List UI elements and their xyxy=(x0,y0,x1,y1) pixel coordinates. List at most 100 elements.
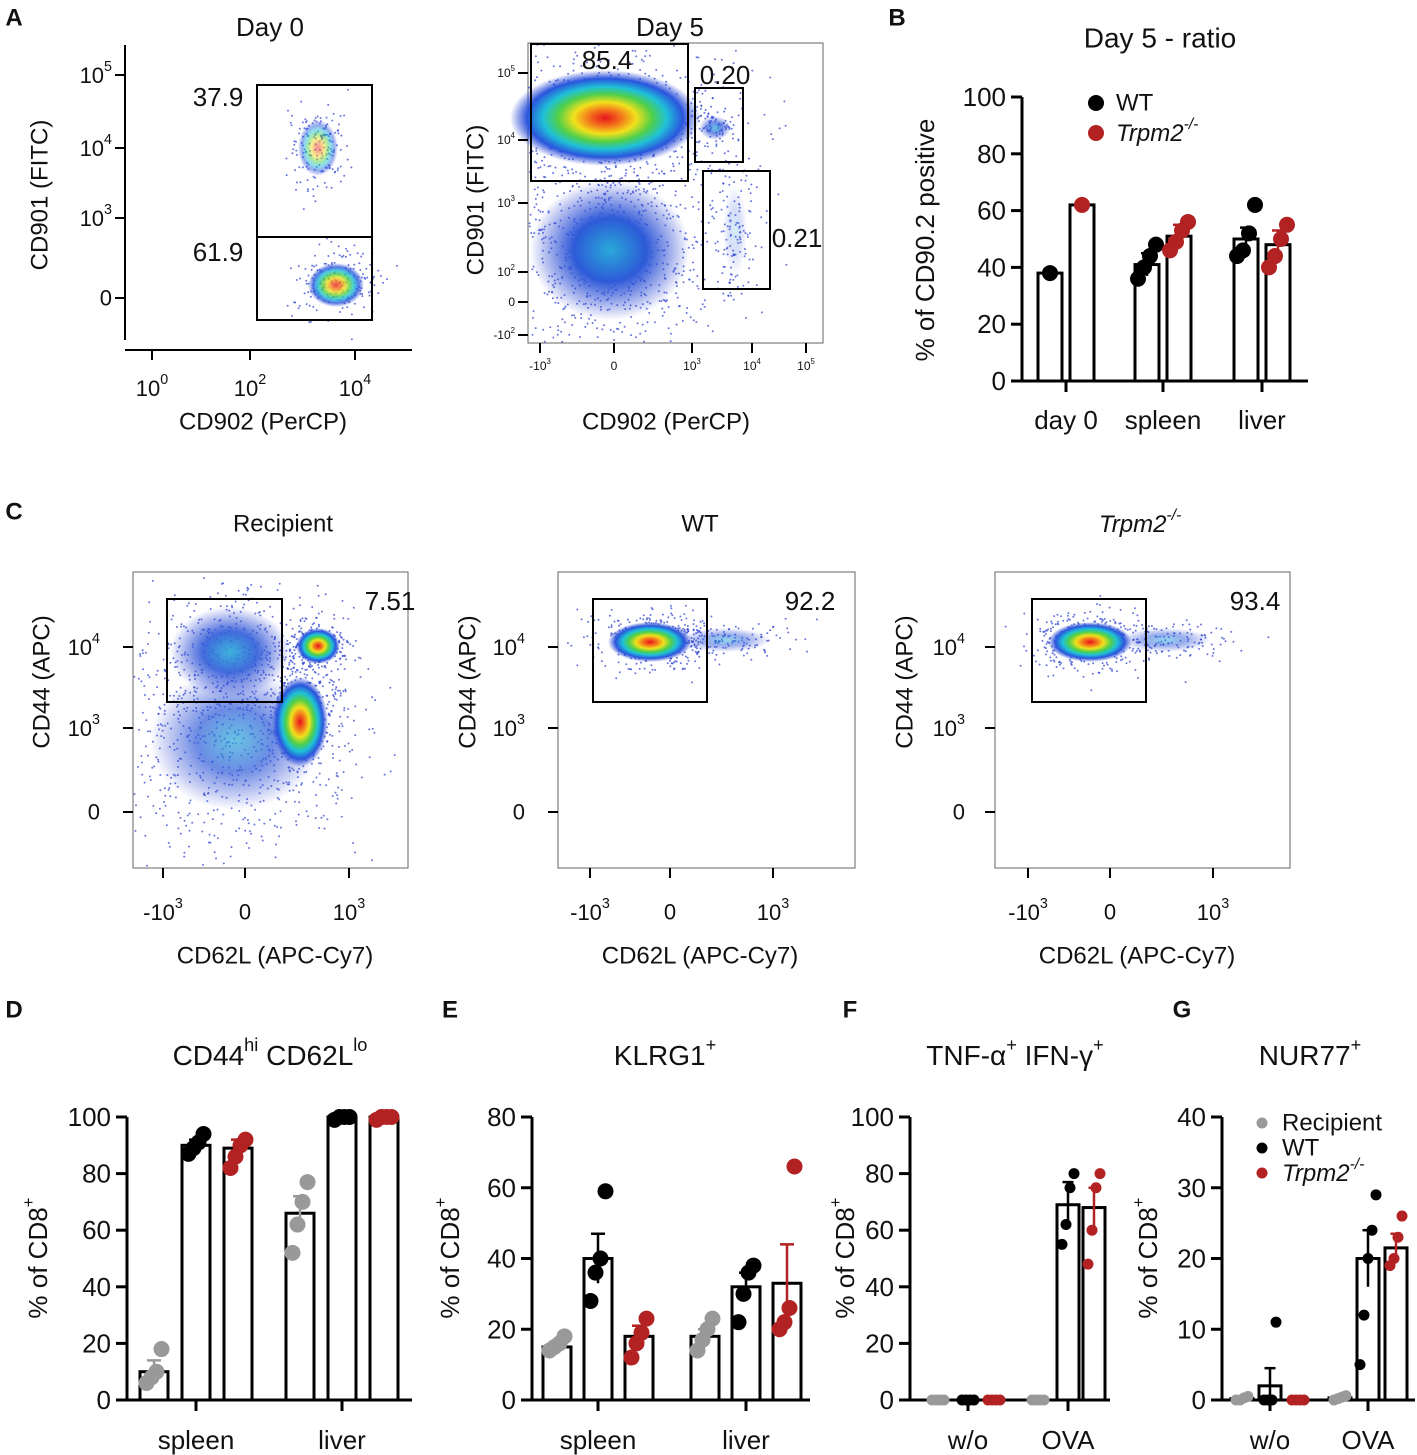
event-dot xyxy=(300,631,303,634)
event-dot xyxy=(344,688,347,691)
event-dot xyxy=(1148,658,1150,661)
event-dot xyxy=(336,631,339,634)
event-dot xyxy=(298,277,301,280)
event-dot xyxy=(169,661,172,664)
event-dot xyxy=(534,176,537,179)
event-dot xyxy=(346,250,349,253)
y-tick-label: 103 xyxy=(497,194,515,210)
event-dot xyxy=(365,708,368,711)
event-dot xyxy=(140,755,143,757)
event-dot xyxy=(289,121,292,124)
event-dot xyxy=(289,674,292,677)
event-dot xyxy=(633,167,636,170)
event-dot xyxy=(727,150,730,153)
panel-label: A xyxy=(5,5,22,32)
event-dot xyxy=(189,799,192,802)
event-dot xyxy=(697,56,700,59)
event-dot xyxy=(159,774,162,776)
event-dot xyxy=(307,274,310,277)
data-point xyxy=(582,1292,599,1309)
event-dot xyxy=(1212,652,1215,654)
event-dot xyxy=(561,340,564,343)
x-tick-label: 105 xyxy=(797,357,815,373)
event-dot xyxy=(368,728,371,731)
event-dot xyxy=(635,336,638,339)
event-dot xyxy=(534,55,537,58)
event-dot xyxy=(176,626,178,628)
event-dot xyxy=(1045,629,1048,632)
event-dot xyxy=(732,62,735,65)
event-dot xyxy=(342,638,345,641)
event-dot xyxy=(295,153,298,156)
event-dot xyxy=(310,626,313,629)
event-dot xyxy=(669,340,672,343)
event-dot xyxy=(306,674,309,676)
x-axis-label: CD62L (APC-Cy7) xyxy=(177,943,374,970)
event-dot xyxy=(144,651,147,654)
event-dot xyxy=(730,273,733,276)
event-dot xyxy=(594,632,597,635)
event-dot xyxy=(186,814,189,817)
event-dot xyxy=(560,330,563,333)
event-dot xyxy=(769,629,772,632)
event-dot xyxy=(1196,625,1199,628)
density-blob xyxy=(170,607,290,697)
event-dot xyxy=(695,151,698,154)
event-dot xyxy=(291,152,294,155)
event-dot xyxy=(340,255,343,258)
event-dot xyxy=(169,795,172,798)
event-dot xyxy=(347,617,350,620)
text-part: 10 xyxy=(68,716,92,741)
event-dot xyxy=(533,160,536,163)
event-dot xyxy=(703,624,706,627)
event-dot xyxy=(750,658,753,661)
event-dot xyxy=(530,232,533,234)
event-dot xyxy=(1230,630,1233,633)
event-dot xyxy=(1066,614,1069,617)
event-dot xyxy=(353,244,356,247)
event-dot xyxy=(350,338,353,341)
event-dot xyxy=(754,245,757,248)
plot-title: Trpm2-/- xyxy=(1099,507,1181,538)
event-dot xyxy=(325,186,328,189)
event-dot xyxy=(692,619,695,622)
event-dot xyxy=(314,117,317,119)
event-dot xyxy=(557,329,560,332)
event-dot xyxy=(260,835,263,838)
event-dot xyxy=(659,619,662,622)
event-dot xyxy=(368,756,371,759)
event-dot xyxy=(537,209,540,212)
event-dot xyxy=(661,74,664,77)
event-dot xyxy=(728,281,731,284)
event-dot xyxy=(295,820,297,823)
event-dot xyxy=(360,776,363,779)
event-dot xyxy=(628,621,631,624)
event-dot xyxy=(711,207,714,209)
text-part: 10 xyxy=(234,376,258,401)
gate xyxy=(702,170,771,290)
event-dot xyxy=(1067,618,1070,621)
event-dot xyxy=(744,179,747,182)
text-part: 3 xyxy=(175,896,183,912)
chart-title: KLRG1+ xyxy=(614,1035,716,1071)
event-dot xyxy=(612,330,615,333)
y-tick-label: 104 xyxy=(68,631,100,660)
event-dot xyxy=(1044,647,1047,650)
event-dot xyxy=(1043,634,1046,637)
event-dot xyxy=(330,710,333,713)
event-dot xyxy=(621,177,624,180)
event-dot xyxy=(674,150,677,153)
y-tick-label: 103 xyxy=(493,712,525,741)
event-dot xyxy=(691,649,694,652)
event-dot xyxy=(276,589,279,591)
event-dot xyxy=(636,174,638,177)
event-dot xyxy=(1082,675,1085,678)
event-dot xyxy=(1185,619,1188,622)
event-dot xyxy=(692,623,695,626)
event-dot xyxy=(172,614,175,617)
event-dot xyxy=(634,672,637,675)
event-dot xyxy=(755,284,758,287)
y-tick-label: 103 xyxy=(80,202,112,231)
event-dot xyxy=(341,655,344,658)
data-point xyxy=(633,1324,650,1341)
